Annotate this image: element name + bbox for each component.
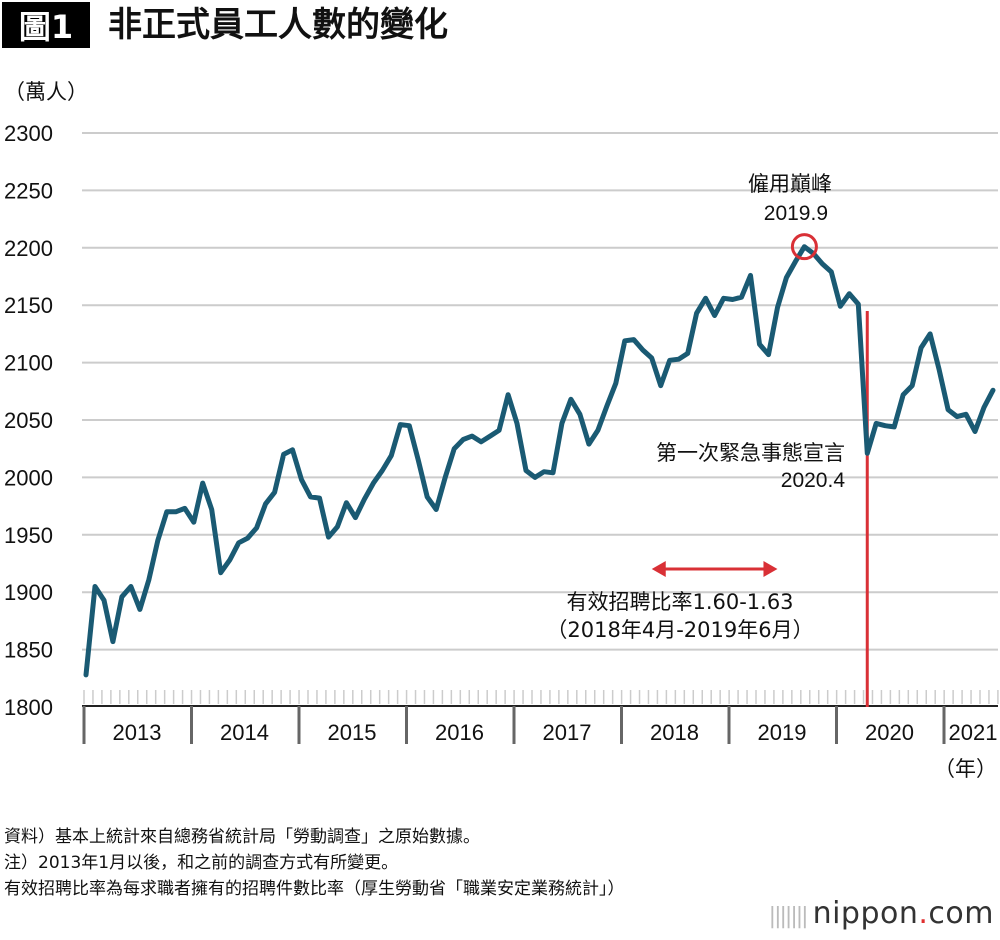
y-tick-label: 2050 [4,408,53,433]
y-tick-label: 2250 [4,178,53,203]
nippon-logo: ||||||| nippon.com [768,896,994,931]
emergency-label: 第一次緊急事態宣言 [656,441,845,465]
x-tick-label: 2015 [328,720,377,745]
figure-badge: 圖1 [2,2,90,48]
x-tick-label: 2013 [113,720,162,745]
peak-date: 2019.9 [764,202,828,225]
logo-bars-icon: ||||||| [768,904,809,929]
y-tick-label: 2300 [4,121,53,146]
y-axis-unit: （萬人） [4,80,88,104]
x-tick-label: 2014 [220,720,269,745]
arrow-left-head-icon [651,561,666,577]
arrow-right-head-icon [763,561,778,577]
y-tick-label: 2150 [4,293,53,318]
y-tick-label: 1800 [4,695,53,720]
ratio-label: 有效招聘比率1.60-1.63 [566,590,793,614]
note-method: 注）2013年1月以後，和之前的調查方式有所變更。 [4,853,399,873]
y-tick-label: 1850 [4,638,53,663]
x-tick-label: 2020 [865,720,914,745]
note-ratio: 有效招聘比率為每求職者擁有的招聘件數比率（厚生勞動省「職業安定業務統計」） [4,879,625,899]
y-tick-label: 1950 [4,523,53,548]
x-tick-label: 2017 [543,720,592,745]
x-tick-label: 2016 [435,720,484,745]
peak-label: 僱用巔峰 [748,172,832,196]
ratio-range-label: （2018年4月-2019年6月） [546,618,813,642]
y-tick-label: 2000 [4,465,53,490]
y-tick-label: 2100 [4,351,53,376]
x-axis-unit: （年） [934,757,997,781]
series-line [83,244,996,678]
x-tick-label: 2021 [949,720,998,745]
x-tick-label: 2019 [758,720,807,745]
x-tick-label: 2018 [650,720,699,745]
line-chart: 1800 1850 1900 1950 2000 2050 2100 2150 2200 2250… [4,121,999,781]
note-source: 資料）基本上統計來自總務省統計局「勞動調查」之原始數據。 [4,827,480,847]
chart-title: 非正式員工人數的變化 [108,5,448,45]
peak-circle-marker [790,233,818,261]
y-tick-label: 1900 [4,580,53,605]
emergency-date: 2020.4 [781,469,846,492]
footnotes: 資料）基本上統計來自總務省統計局「勞動調查」之原始數據。 注）2013年1月以後… [4,824,764,902]
y-tick-label: 2200 [4,236,53,261]
